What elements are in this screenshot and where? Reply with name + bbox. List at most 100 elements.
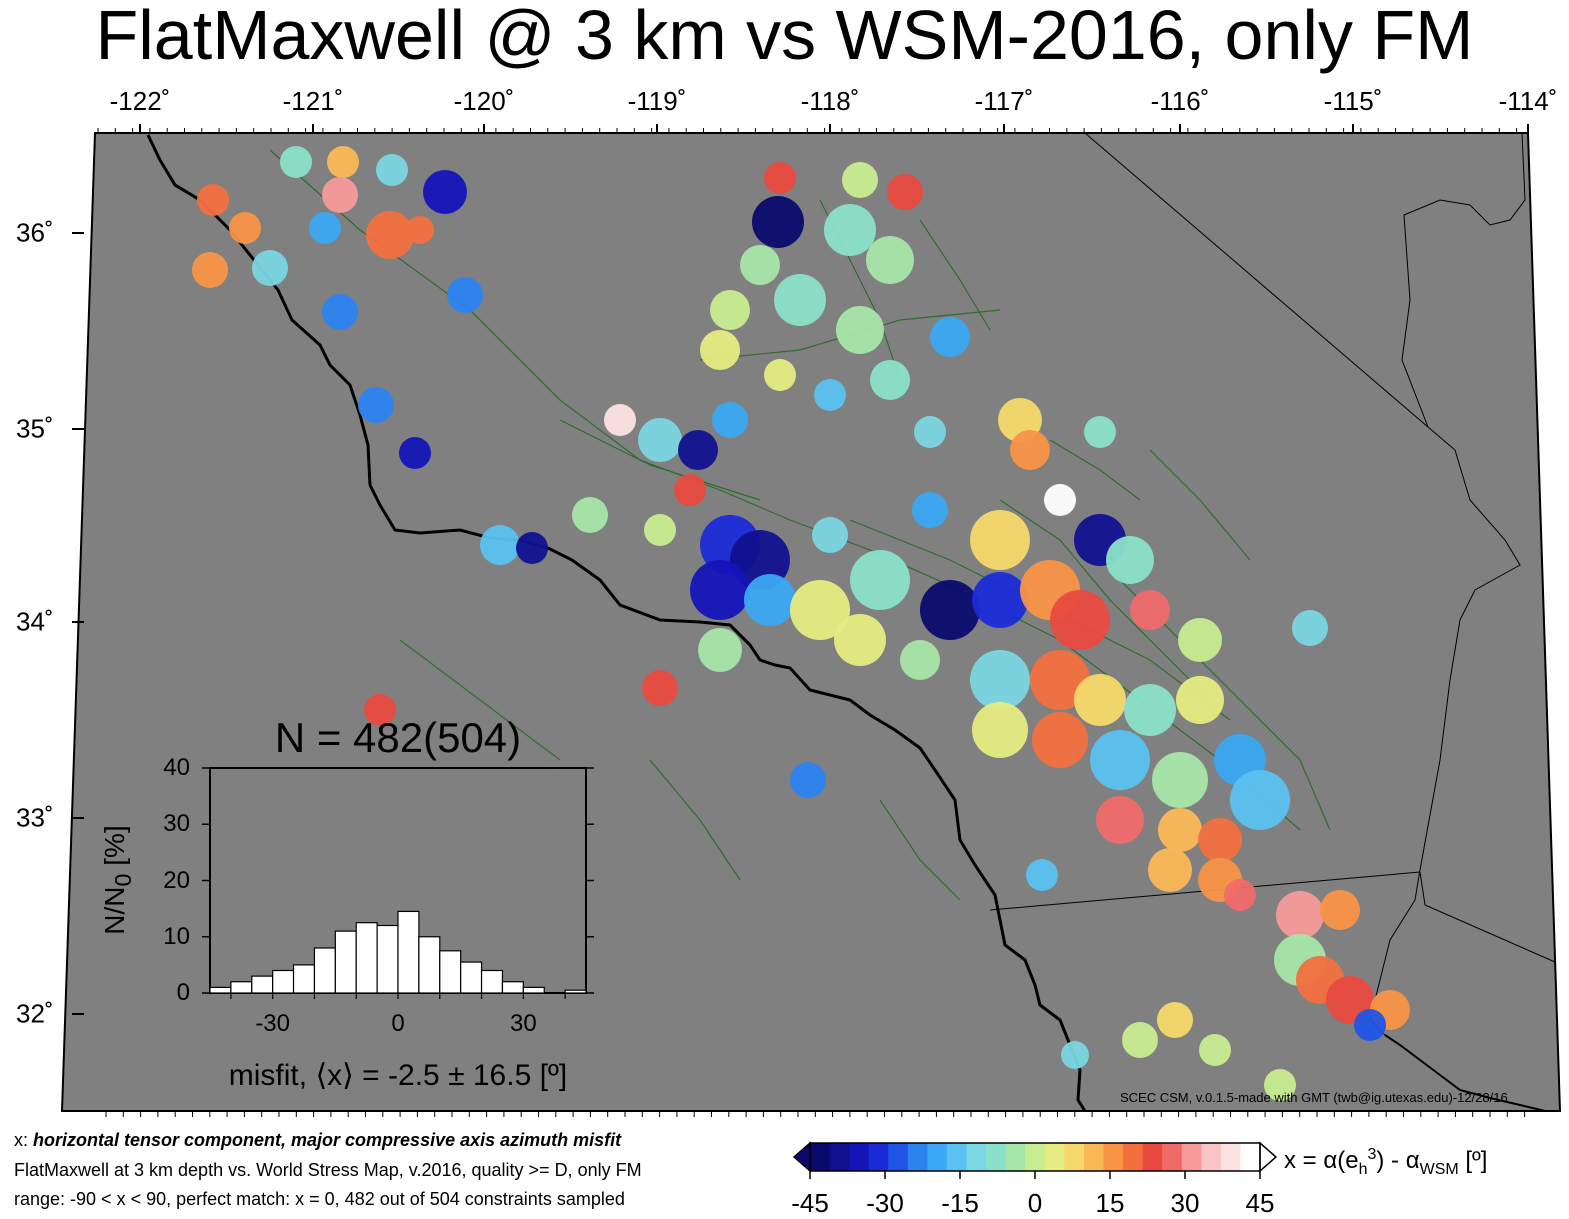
misfit-patch [376,154,408,186]
river-colorado [1369,426,1521,1036]
colorbar-tick-label: 15 [1095,1188,1125,1218]
histogram-bar [230,981,253,994]
histogram-bar [313,947,336,994]
histogram-x-tick: 0 [391,1010,405,1037]
misfit-patch [972,702,1028,758]
misfit-patch [280,146,312,178]
misfit-patch [842,162,878,198]
colorbar-tick-label: -30 [866,1188,904,1218]
misfit-patch [366,211,414,259]
misfit-patch [1096,796,1144,844]
misfit-patch [572,497,608,533]
misfit-patch [1074,674,1126,726]
misfit-patch [698,628,742,672]
longitude-label: -120˚ [453,86,515,116]
misfit-data-patches [192,146,1410,1101]
misfit-patch [1158,808,1202,852]
misfit-patch [447,277,483,313]
histogram-x-axis-label: misfit, ⟨x⟩ = -2.5 ± 16.5 [º] [228,1059,568,1092]
misfit-patch [358,387,394,423]
misfit-patch [327,146,359,178]
histogram-title: N = 482(504) [274,714,522,761]
histogram-bar [480,969,504,994]
misfit-patch [710,290,750,330]
histogram-bars [209,910,587,994]
misfit-patch [912,492,948,528]
caption-line-2: FlatMaxwell at 3 km depth vs. World Stre… [14,1160,642,1180]
misfit-patch [870,360,910,400]
misfit-patch [1106,536,1154,584]
histogram-bar [418,936,441,994]
map-credit: SCEC CSM, v.0.1.5-made with GMT (twb@ig.… [1120,1090,1508,1105]
histogram-bar [501,981,524,994]
misfit-patch [887,174,923,210]
misfit-patch [834,614,886,666]
misfit-patch [920,580,980,640]
misfit-patch [972,572,1028,628]
misfit-patch [252,250,288,286]
misfit-patch [764,162,796,194]
misfit-patch [1292,610,1328,646]
misfit-patch [1176,676,1224,724]
longitude-label: -121˚ [282,86,344,116]
histogram-bar [209,986,232,994]
misfit-patch [322,294,358,330]
misfit-patch [638,418,682,462]
misfit-patch [814,379,846,411]
longitude-label: -115˚ [1323,86,1383,116]
misfit-patch [812,517,848,553]
misfit-patch [790,762,826,798]
longitude-label: -119˚ [627,86,687,116]
histogram-bar [460,961,483,994]
histogram-bar [272,969,295,994]
misfit-patch [930,317,970,357]
histogram-bar [376,924,399,994]
misfit-patch [824,204,876,256]
misfit-patch [309,212,341,244]
misfit-patch [836,306,884,354]
latitude-label: 33˚ [16,802,54,833]
longitude-label: -118˚ [800,86,860,116]
misfit-patch [1199,1034,1231,1066]
misfit-patch [740,245,780,285]
histogram-bar [397,910,420,994]
misfit-patch [914,416,946,448]
misfit-patch [674,474,706,506]
misfit-patch [229,212,261,244]
latitude-label: 36˚ [16,217,54,248]
latitude-label: 34˚ [16,606,54,637]
coastline [146,134,1087,1112]
histogram-bar [522,986,545,994]
colorbar-tick-label: -45 [791,1188,829,1218]
histogram-y-tick: 20 [163,866,190,894]
misfit-patch [1152,752,1208,808]
misfit-patch [712,402,748,438]
histogram-bar [251,975,274,994]
misfit-patch [1320,890,1360,930]
misfit-patch [406,216,434,244]
misfit-patch [970,650,1030,710]
latitude-label: 32˚ [16,998,54,1029]
colorbar-label: x = α(eh3) - αWSM [º] [1284,1146,1488,1178]
misfit-patch [423,170,467,214]
misfit-patch [1032,712,1088,768]
colorbar-tick-label: -15 [941,1188,979,1218]
misfit-patch [1130,590,1170,630]
caption-line-1: x: horizontal tensor component, major co… [14,1130,622,1150]
misfit-patch [322,177,358,213]
longitude-label: -117˚ [974,86,1034,116]
misfit-patch [1198,818,1242,862]
misfit-patch [1264,1069,1296,1101]
misfit-patch [744,574,796,626]
longitude-label: -114˚ [1498,86,1558,116]
misfit-patch [1050,590,1110,650]
misfit-patch [1230,770,1290,830]
histogram-bar [439,950,462,994]
misfit-patch [192,252,228,288]
state-boundary-ca-nv [1084,132,1429,428]
longitude-label: -122˚ [109,86,171,116]
misfit-patch [1124,684,1176,736]
misfit-patch [764,359,796,391]
misfit-patch [642,670,678,706]
misfit-patch [1178,618,1222,662]
